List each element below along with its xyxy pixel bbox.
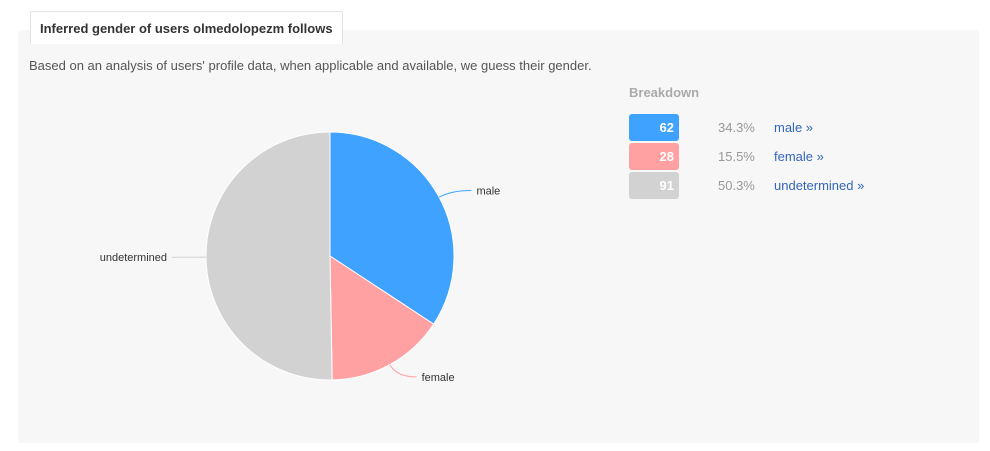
pie-slice-undetermined[interactable] [205, 131, 333, 381]
breakdown-title: Breakdown [629, 85, 700, 100]
panel-description: Based on an analysis of users' profile d… [29, 58, 592, 73]
breakdown-count: 91 [629, 172, 679, 199]
pie-label-female: female [422, 372, 455, 384]
breakdown-percent: 15.5% [718, 149, 755, 164]
breakdown-link-female[interactable]: female » [774, 149, 824, 164]
pie-slice-female[interactable] [329, 255, 435, 381]
gender-panel [18, 30, 979, 443]
breakdown-count: 62 [629, 114, 679, 141]
pie-leader-male [438, 189, 472, 198]
breakdown-percent: 50.3% [718, 178, 755, 193]
pie-label-male: male [476, 185, 500, 197]
breakdown-link-male[interactable]: male » [774, 120, 814, 135]
pie-label-undetermined: undetermined [100, 252, 167, 264]
breakdown-link-undetermined[interactable]: undetermined » [774, 178, 865, 193]
breakdown-count: 28 [629, 143, 679, 170]
breakdown-percent: 34.3% [718, 120, 755, 135]
pie-leader-female [389, 364, 417, 378]
panel-tab-title: Inferred gender of users olmedolopezm fo… [30, 11, 343, 44]
